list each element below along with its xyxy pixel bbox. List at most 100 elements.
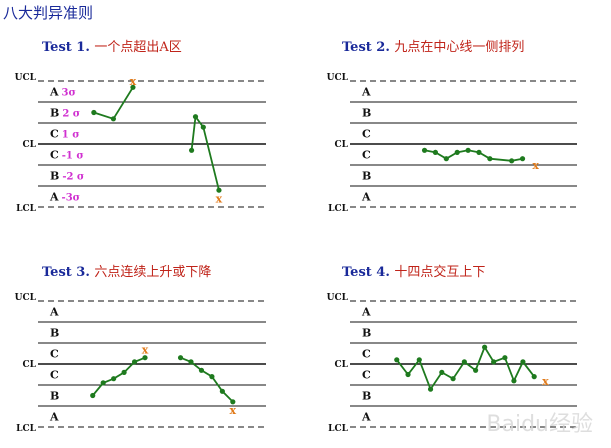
- zone-label: A: [361, 86, 371, 99]
- zone-label: B: [50, 327, 59, 340]
- out-of-control-mark: x: [532, 159, 539, 172]
- data-point: [509, 158, 515, 164]
- sigma-label: -2 σ: [62, 172, 84, 183]
- data-point: [192, 114, 199, 120]
- series-line: [396, 345, 535, 392]
- cl-label: CL: [23, 140, 37, 150]
- out-of-control-mark: x: [216, 193, 223, 206]
- zone-label: C: [362, 348, 371, 361]
- data-point: [454, 149, 460, 155]
- zone-label: C: [50, 369, 59, 382]
- data-point: [121, 369, 127, 375]
- data-point: [216, 187, 222, 193]
- out-of-control-mark: x: [542, 375, 549, 388]
- cl-label: CL: [23, 360, 37, 370]
- ucl-label: UCL: [327, 293, 349, 303]
- cl-label: CL: [335, 360, 349, 370]
- data-point: [405, 371, 411, 378]
- zone-label: C: [362, 128, 371, 141]
- data-point: [200, 124, 206, 130]
- out-of-control-mark: x: [230, 404, 237, 417]
- lcl-label: LCL: [16, 424, 36, 434]
- ucl-label: UCL: [15, 73, 37, 83]
- data-point: [209, 374, 215, 380]
- zone-label: B: [362, 107, 371, 120]
- data-point: [511, 378, 517, 384]
- data-point: [188, 147, 195, 153]
- panel-title: Test 3. 六点连续上升或下降: [42, 264, 211, 280]
- zone-label: C: [362, 369, 371, 382]
- panel-title: Test 2. 九点在中心线一侧排列: [342, 40, 524, 55]
- chart-panel-1: Test 1. 一个点超出A区 UCL CL LCL A 3σ B 2 σ C 1 σ C -1 σ B…: [15, 40, 266, 214]
- data-point: [111, 376, 117, 382]
- zone-label: A: [49, 306, 59, 319]
- data-point: [394, 357, 400, 363]
- panel-title: Test 4. 十四点交互上下: [342, 264, 485, 280]
- data-point: [219, 388, 225, 394]
- zone-label: B: [50, 390, 59, 403]
- data-point: [487, 156, 493, 162]
- cl-label: CL: [335, 140, 349, 150]
- data-point: [531, 374, 537, 380]
- ucl-label: UCL: [15, 293, 37, 303]
- data-point: [230, 399, 236, 405]
- data-point: [110, 116, 117, 122]
- sigma-label: 1 σ: [62, 130, 80, 141]
- series-line: [424, 149, 523, 162]
- panel-title: Test 1. 一个点超出A区: [42, 40, 182, 55]
- zone-label: A 3σ: [49, 86, 76, 99]
- zone-label: A: [361, 191, 371, 204]
- data-point: [142, 355, 148, 361]
- sigma-label: -3σ: [62, 193, 80, 204]
- lcl-label: LCL: [16, 204, 36, 214]
- data-point: [427, 386, 434, 392]
- data-point: [520, 359, 526, 365]
- zone-label: B: [362, 327, 371, 340]
- sigma-label: 2 σ: [62, 109, 80, 120]
- data-point: [473, 367, 479, 373]
- zone-label: C: [362, 149, 371, 162]
- page-title: 八大判异准则: [3, 4, 94, 22]
- out-of-control-mark: x: [130, 75, 137, 88]
- zone-label: B: [362, 170, 371, 183]
- data-point: [450, 376, 456, 382]
- data-point: [100, 380, 106, 386]
- out-of-control-mark: x: [142, 343, 149, 356]
- sigma-label: -1 σ: [62, 151, 84, 162]
- data-point: [476, 149, 482, 155]
- data-point: [177, 355, 184, 361]
- zone-label: B -2 σ: [50, 170, 84, 183]
- data-point: [432, 149, 439, 155]
- data-point: [461, 359, 467, 365]
- series-line: [190, 114, 220, 191]
- data-point: [439, 369, 445, 375]
- data-point: [130, 84, 136, 90]
- data-point: [90, 392, 96, 399]
- zone-label: C: [50, 348, 59, 361]
- data-point: [465, 147, 471, 153]
- zone-label: A: [49, 411, 59, 424]
- sigma-label: 3σ: [62, 88, 76, 99]
- ucl-label: UCL: [327, 73, 349, 83]
- data-point: [198, 367, 205, 373]
- zone-label: C -1 σ: [50, 149, 84, 162]
- zone-label: A: [361, 306, 371, 319]
- data-point: [491, 359, 497, 365]
- zone-label: A: [361, 411, 371, 424]
- data-point: [482, 344, 488, 350]
- watermark: Baidu经验: [486, 412, 593, 437]
- data-point: [443, 156, 449, 162]
- lcl-label: LCL: [328, 204, 348, 214]
- data-point: [188, 359, 194, 365]
- data-point: [416, 357, 422, 363]
- data-point: [131, 359, 138, 365]
- data-point: [421, 147, 428, 153]
- data-point: [91, 109, 97, 116]
- zone-label: A -3σ: [49, 191, 80, 204]
- series-line: [93, 86, 134, 120]
